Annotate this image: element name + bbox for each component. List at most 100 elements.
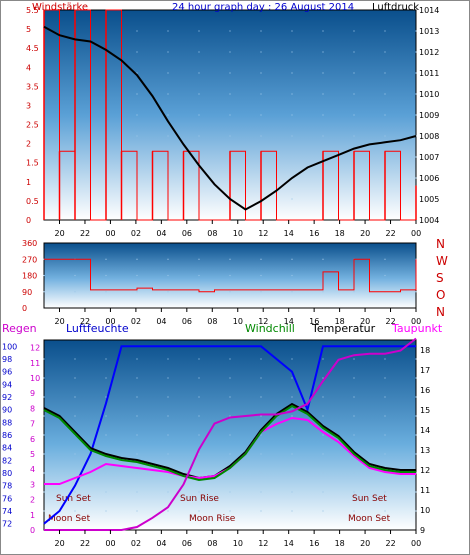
grid-dot	[43, 291, 45, 293]
event-sun-rise: Sun Rise	[180, 494, 219, 504]
x-tick-label: 22	[386, 539, 396, 548]
humidity-axis-tick: 82	[2, 456, 12, 465]
legend-taupunkt: Taupunkt	[391, 322, 443, 335]
x-tick-label: 18	[335, 539, 345, 548]
grid-dot	[136, 434, 138, 436]
pressure-axis-title: Luftdruck	[372, 2, 419, 13]
temperature-axis-tick: 14	[420, 426, 430, 435]
grid-dot	[384, 114, 386, 116]
grid-dot	[322, 291, 324, 293]
x-tick-label: 12	[258, 229, 268, 238]
wind-axis-tick: 1	[26, 178, 31, 187]
grid-dot	[198, 434, 200, 436]
direction-axis-tick: 360	[22, 239, 37, 248]
grid-dot	[167, 51, 169, 53]
grid-dot	[167, 377, 169, 379]
wind-axis-tick: 3	[26, 101, 31, 110]
grid-dot	[260, 358, 262, 360]
grid-dot	[105, 377, 107, 379]
grid-dot	[260, 510, 262, 512]
grid-dot	[415, 114, 417, 116]
x-tick-label: 12	[258, 317, 268, 326]
grid-dot	[136, 491, 138, 493]
grid-dot	[384, 434, 386, 436]
grid-dot	[198, 472, 200, 474]
x-tick-label: 16	[309, 229, 319, 238]
grid-dot	[260, 434, 262, 436]
wind-axis-title: Windstärke	[32, 2, 88, 13]
grid-dot	[229, 30, 231, 32]
grid-dot	[198, 72, 200, 74]
series-windchill	[43, 404, 416, 482]
grid-dot	[322, 258, 324, 260]
event-moon-set-1: Moon Set	[48, 514, 91, 524]
grid-dot	[384, 510, 386, 512]
wind-axis-tick: 1.5	[26, 159, 39, 168]
grid-dot	[415, 434, 417, 436]
wind-axis-tick: 2	[26, 140, 31, 149]
grid-dot	[291, 258, 293, 260]
grid-dot	[167, 72, 169, 74]
x-tick-label: 12	[258, 539, 268, 548]
x-tick-label: 00	[411, 539, 421, 548]
grid-dot	[291, 472, 293, 474]
grid-dot	[198, 274, 200, 277]
x-tick-label: 20	[360, 317, 370, 326]
grid-dot	[136, 72, 138, 74]
humidity-axis-tick: 84	[2, 444, 12, 453]
grid-dot	[322, 377, 324, 379]
grid-dot	[291, 135, 293, 137]
grid-dot	[136, 396, 138, 398]
grid-dot	[415, 358, 417, 360]
grid-dot	[260, 93, 262, 95]
grid-dot	[74, 396, 76, 398]
grid-dot	[415, 177, 417, 179]
grid-dot	[322, 72, 324, 74]
pressure-axis-tick: 1014	[419, 6, 439, 15]
grid-dot	[136, 93, 138, 95]
x-tick-label: 14	[284, 317, 294, 326]
grid-dot	[198, 491, 200, 493]
grid-dot	[229, 434, 231, 436]
rain-axis-tick: 6	[30, 435, 35, 444]
grid-dot	[353, 434, 355, 436]
pressure-axis-tick: 1013	[419, 27, 439, 36]
pressure-axis-tick: 1011	[419, 69, 439, 78]
grid-dot	[384, 453, 386, 455]
grid-dot	[229, 274, 231, 277]
grid-dot	[105, 396, 107, 398]
rain-axis-tick: 1	[30, 511, 35, 520]
grid-dot	[229, 377, 231, 379]
grid-dot	[229, 258, 231, 260]
grid-dot	[260, 30, 262, 32]
grid-dot	[229, 72, 231, 74]
grid-dot	[105, 274, 107, 277]
wind-axis-tick: 4	[26, 63, 31, 72]
wind-axis-tick: 2.5	[26, 121, 39, 130]
rain-axis-tick: 4	[30, 465, 35, 474]
x-tick-label: 20	[55, 317, 65, 326]
grid-dot	[136, 453, 138, 455]
grid-dot	[136, 358, 138, 360]
x-tick-label: 08	[207, 317, 217, 326]
grid-dot	[291, 156, 293, 158]
grid-dot	[291, 51, 293, 53]
grid-dot	[167, 291, 169, 293]
pressure-axis-tick: 1012	[419, 48, 439, 57]
grid-dot	[291, 415, 293, 417]
x-tick-label: 20	[360, 229, 370, 238]
compass-label: S	[436, 271, 444, 285]
x-tick-label: 06	[182, 229, 192, 238]
compass-label: N	[436, 237, 445, 251]
x-tick-label: 16	[309, 539, 319, 548]
grid-dot	[198, 258, 200, 260]
grid-dot	[198, 415, 200, 417]
grid-dot	[384, 415, 386, 417]
grid-dot	[198, 453, 200, 455]
grid-dot	[105, 472, 107, 474]
wind-axis-tick: 5.5	[26, 6, 39, 15]
grid-dot	[291, 274, 293, 277]
grid-dot	[260, 377, 262, 379]
grid-dot	[353, 358, 355, 360]
